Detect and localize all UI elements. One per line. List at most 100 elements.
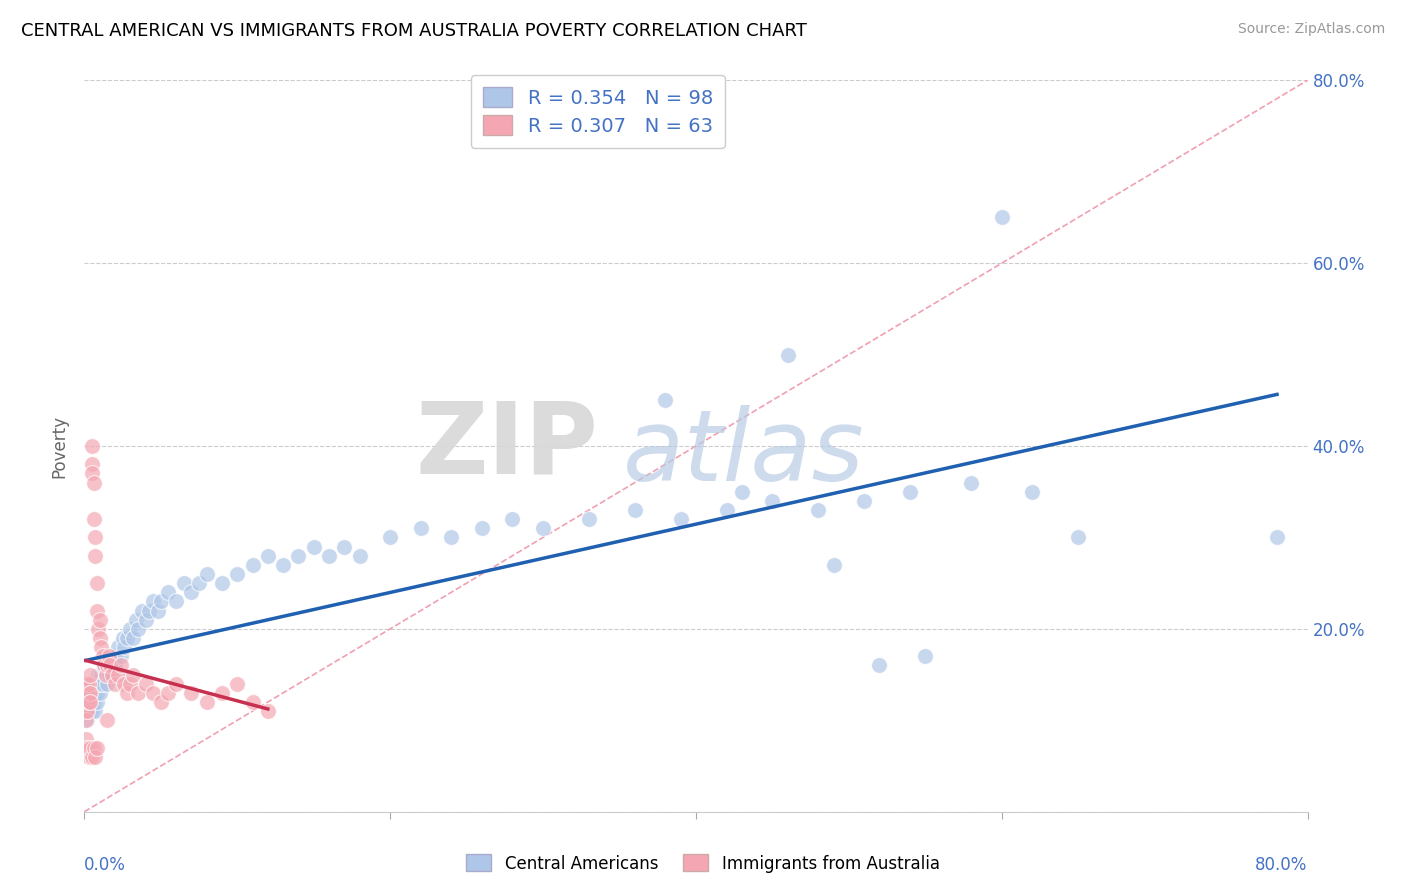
Point <box>127 622 149 636</box>
Point <box>97 649 120 664</box>
Point <box>149 594 172 608</box>
Point <box>104 649 127 664</box>
Point <box>75 686 97 700</box>
Point <box>823 558 845 572</box>
Point <box>120 622 142 636</box>
Point <box>257 549 280 563</box>
Point <box>80 467 103 481</box>
Point <box>96 714 118 728</box>
Point <box>960 475 983 490</box>
Point <box>349 549 371 563</box>
Point <box>101 667 124 681</box>
Point <box>440 530 463 544</box>
Legend: Central Americans, Immigrants from Australia: Central Americans, Immigrants from Austr… <box>460 847 946 880</box>
Point <box>90 640 112 655</box>
Point <box>107 667 129 681</box>
Point <box>380 530 402 544</box>
Point <box>93 658 115 673</box>
Point <box>104 676 127 690</box>
Point <box>87 676 110 690</box>
Point <box>79 667 101 681</box>
Point <box>107 640 129 655</box>
Point <box>242 558 264 572</box>
Point <box>86 576 108 591</box>
Point <box>75 704 97 718</box>
Point <box>76 686 98 700</box>
Point <box>761 494 783 508</box>
Point <box>110 649 132 664</box>
Point <box>142 594 165 608</box>
Point <box>84 676 107 690</box>
Point <box>80 704 103 718</box>
Point <box>716 503 738 517</box>
Point <box>271 558 294 572</box>
Point <box>869 658 891 673</box>
Point <box>89 686 111 700</box>
Point <box>146 603 169 617</box>
Point <box>195 695 218 709</box>
Point <box>75 704 97 718</box>
Point <box>79 695 101 709</box>
Point <box>80 676 103 690</box>
Point <box>110 658 132 673</box>
Point <box>83 740 105 755</box>
Point <box>75 676 97 690</box>
Point <box>127 686 149 700</box>
Point <box>83 686 105 700</box>
Point <box>853 494 876 508</box>
Point <box>77 686 100 700</box>
Point <box>84 549 107 563</box>
Point <box>135 613 157 627</box>
Point <box>87 667 110 681</box>
Point <box>257 704 280 718</box>
Point <box>115 631 138 645</box>
Point <box>83 695 105 709</box>
Point <box>1021 484 1043 499</box>
Text: atlas: atlas <box>623 405 865 502</box>
Point <box>807 503 830 517</box>
Point <box>120 676 142 690</box>
Point <box>914 649 936 664</box>
Point <box>75 714 97 728</box>
Text: Source: ZipAtlas.com: Source: ZipAtlas.com <box>1237 22 1385 37</box>
Point <box>76 695 98 709</box>
Point <box>80 686 103 700</box>
Y-axis label: Poverty: Poverty <box>51 415 69 477</box>
Point <box>1067 530 1090 544</box>
Point <box>83 512 105 526</box>
Point <box>195 567 218 582</box>
Point <box>287 549 309 563</box>
Point <box>96 658 118 673</box>
Point <box>80 695 103 709</box>
Point <box>135 676 157 690</box>
Point <box>76 695 98 709</box>
Point <box>471 521 494 535</box>
Point <box>77 749 100 764</box>
Point <box>89 676 111 690</box>
Point <box>84 530 107 544</box>
Point <box>75 676 97 690</box>
Point <box>76 714 98 728</box>
Point <box>669 512 692 526</box>
Point <box>77 676 100 690</box>
Point <box>180 585 202 599</box>
Point <box>157 686 180 700</box>
Point <box>96 676 118 690</box>
Point <box>180 686 202 700</box>
Point <box>77 686 100 700</box>
Point <box>80 749 103 764</box>
Point <box>654 393 676 408</box>
Point <box>75 695 97 709</box>
Point <box>502 512 524 526</box>
Point <box>86 695 108 709</box>
Point <box>991 211 1014 225</box>
Point <box>112 676 135 690</box>
Point <box>98 658 121 673</box>
Point <box>75 686 97 700</box>
Point <box>94 667 117 681</box>
Point <box>333 540 356 554</box>
Point <box>165 676 187 690</box>
Point <box>86 603 108 617</box>
Point <box>86 740 108 755</box>
Point <box>84 749 107 764</box>
